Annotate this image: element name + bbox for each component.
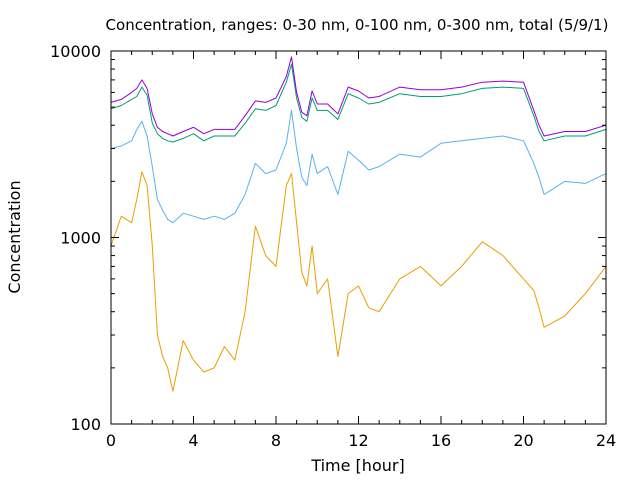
y-tick-label: 100 [70, 415, 101, 434]
y-axis-title: Concentration [5, 180, 24, 293]
x-axis-title: Time [hour] [310, 456, 404, 475]
axes: 0 4 8 12 16 20 24 100 1000 10000 [50, 42, 616, 450]
series-line-3 [110, 56, 607, 137]
chart-title: Concentration, ranges: 0-30 nm, 0-100 nm… [106, 16, 609, 34]
x-tick-label: 8 [271, 431, 281, 450]
x-tick-label: 24 [596, 431, 616, 450]
plot-area [110, 56, 607, 392]
x-tick-label: 4 [188, 431, 198, 450]
series-line-0 [110, 171, 607, 392]
y-tick-label: 10000 [50, 42, 101, 61]
plot-frame [110, 50, 607, 425]
series-line-2 [110, 63, 607, 143]
x-tick-label: 16 [431, 431, 451, 450]
series-line-1 [110, 109, 607, 224]
y-tick-label: 1000 [60, 229, 101, 248]
x-tick-label: 20 [513, 431, 533, 450]
x-tick-label: 0 [106, 431, 116, 450]
x-tick-label: 12 [348, 431, 368, 450]
